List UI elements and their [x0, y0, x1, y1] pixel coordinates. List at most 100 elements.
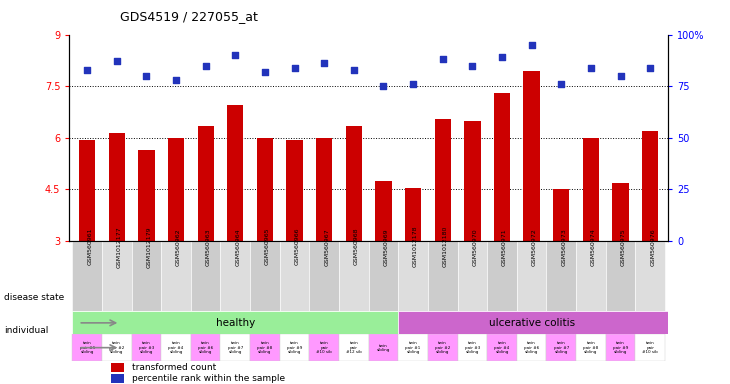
Bar: [547, 334, 576, 361]
Text: transformed count: transformed count: [132, 363, 217, 372]
Text: GSM560966: GSM560966: [295, 228, 299, 265]
Bar: [346, 126, 362, 241]
Bar: [257, 138, 273, 241]
Bar: [523, 71, 539, 241]
Bar: [612, 182, 629, 241]
Bar: [72, 241, 102, 311]
Point: [229, 52, 241, 58]
Bar: [72, 311, 399, 334]
Bar: [635, 334, 665, 361]
Text: twin
pair #6
sibling: twin pair #6 sibling: [198, 341, 213, 354]
Bar: [168, 138, 184, 241]
Text: GSM560974: GSM560974: [591, 228, 596, 266]
Bar: [227, 105, 243, 241]
Bar: [375, 181, 391, 241]
Point: [318, 60, 330, 66]
Text: twin
pair #3
sibling: twin pair #3 sibling: [465, 341, 480, 354]
Bar: [111, 363, 124, 372]
Text: GSM560975: GSM560975: [620, 228, 626, 265]
Bar: [399, 334, 428, 361]
Text: twin
pair
#12 sib: twin pair #12 sib: [346, 341, 361, 354]
Bar: [280, 334, 310, 361]
Text: GSM560973: GSM560973: [561, 228, 566, 266]
Bar: [220, 334, 250, 361]
Point: [81, 66, 93, 73]
Bar: [131, 241, 161, 311]
Bar: [428, 241, 458, 311]
Bar: [642, 131, 658, 241]
Bar: [494, 93, 510, 241]
Bar: [280, 241, 310, 311]
Bar: [109, 132, 125, 241]
Text: twin
pair #8
sibling: twin pair #8 sibling: [257, 341, 272, 354]
Bar: [316, 138, 332, 241]
Text: individual: individual: [4, 326, 48, 335]
Text: GSM560968: GSM560968: [354, 228, 359, 265]
Point: [111, 58, 123, 65]
Text: twin
pair #9
sibling: twin pair #9 sibling: [287, 341, 302, 354]
Text: GSM1012180: GSM1012180: [442, 226, 447, 267]
Bar: [191, 334, 220, 361]
Text: twin
pair #7
sibling: twin pair #7 sibling: [553, 341, 569, 354]
Text: GSM560976: GSM560976: [650, 228, 655, 265]
Bar: [458, 334, 487, 361]
Bar: [576, 334, 606, 361]
Text: twin
sibling: twin sibling: [377, 344, 390, 352]
Text: twin
pair
#10 sib: twin pair #10 sib: [316, 341, 332, 354]
Bar: [72, 334, 102, 361]
Bar: [487, 334, 517, 361]
Text: GSM560961: GSM560961: [87, 228, 92, 265]
Bar: [369, 334, 399, 361]
Bar: [131, 334, 161, 361]
Text: GSM560967: GSM560967: [324, 228, 329, 265]
Bar: [517, 334, 547, 361]
Text: twin
pair
#10 sib: twin pair #10 sib: [642, 341, 658, 354]
Text: healthy: healthy: [215, 318, 255, 328]
Text: GSM1012177: GSM1012177: [117, 226, 122, 268]
Bar: [161, 334, 191, 361]
Bar: [339, 334, 369, 361]
Bar: [191, 241, 220, 311]
Bar: [464, 121, 480, 241]
Bar: [606, 241, 635, 311]
Point: [585, 65, 596, 71]
Bar: [220, 241, 250, 311]
Text: percentile rank within the sample: percentile rank within the sample: [132, 374, 285, 383]
Point: [466, 63, 478, 69]
Bar: [606, 334, 635, 361]
Point: [615, 73, 626, 79]
Text: GSM560964: GSM560964: [235, 228, 240, 265]
Text: twin
pair #8
sibling: twin pair #8 sibling: [583, 341, 599, 354]
Point: [377, 83, 389, 89]
Bar: [138, 150, 155, 241]
Text: GSM560969: GSM560969: [383, 228, 388, 265]
Text: twin
pair #3
sibling: twin pair #3 sibling: [139, 341, 154, 354]
Bar: [250, 241, 280, 311]
Text: GSM560963: GSM560963: [206, 228, 211, 265]
Text: twin
pair #2
sibling: twin pair #2 sibling: [435, 341, 450, 354]
Bar: [369, 241, 399, 311]
Bar: [458, 241, 487, 311]
Point: [526, 42, 537, 48]
Text: twin
pair #4
sibling: twin pair #4 sibling: [169, 341, 184, 354]
Text: GSM1012178: GSM1012178: [413, 226, 418, 267]
Bar: [399, 241, 428, 311]
Bar: [547, 241, 576, 311]
Text: twin
pair #2
sibling: twin pair #2 sibling: [109, 341, 124, 354]
Text: twin
pair #6
sibling: twin pair #6 sibling: [524, 341, 539, 354]
Point: [259, 69, 271, 75]
Point: [348, 66, 360, 73]
Text: disease state: disease state: [4, 293, 64, 302]
Text: GSM560972: GSM560972: [531, 228, 537, 266]
Bar: [399, 311, 680, 334]
Text: GSM560971: GSM560971: [502, 228, 507, 265]
Bar: [517, 241, 547, 311]
Bar: [286, 139, 303, 241]
Bar: [310, 334, 339, 361]
Bar: [487, 241, 517, 311]
Bar: [635, 241, 665, 311]
Text: GDS4519 / 227055_at: GDS4519 / 227055_at: [120, 10, 258, 23]
Bar: [428, 334, 458, 361]
Point: [496, 54, 508, 60]
Bar: [111, 374, 124, 383]
